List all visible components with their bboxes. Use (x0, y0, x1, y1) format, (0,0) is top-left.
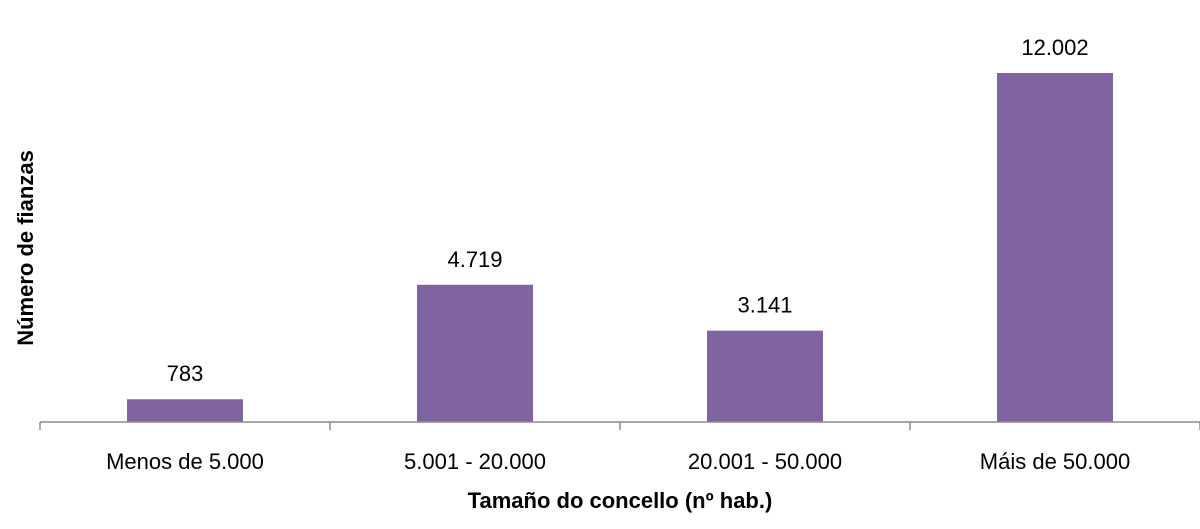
bar (417, 284, 533, 422)
data-label: 783 (167, 361, 204, 386)
bars-layer (127, 73, 1113, 422)
x-tick-label: Máis de 50.000 (980, 449, 1130, 474)
x-tick-label: 5.001 - 20.000 (404, 449, 546, 474)
data-label: 3.141 (737, 293, 792, 318)
x-tick-label: 20.001 - 50.000 (688, 449, 842, 474)
bar (707, 330, 823, 422)
x-tick-label: Menos de 5.000 (106, 449, 264, 474)
x-axis-tick-labels: Menos de 5.000 5.001 - 20.000 20.001 - 50.… (106, 449, 1130, 474)
x-axis-title: Tamaño do concello (nº hab.) (468, 488, 773, 513)
y-axis-title: Número de fianzas (13, 150, 38, 346)
data-label: 12.002 (1021, 35, 1088, 60)
data-labels-layer: 783 4.719 3.141 12.002 (167, 35, 1089, 386)
data-label: 4.719 (447, 247, 502, 272)
x-axis-ticks (39, 422, 1200, 430)
bar (127, 399, 243, 422)
bar (997, 73, 1113, 422)
